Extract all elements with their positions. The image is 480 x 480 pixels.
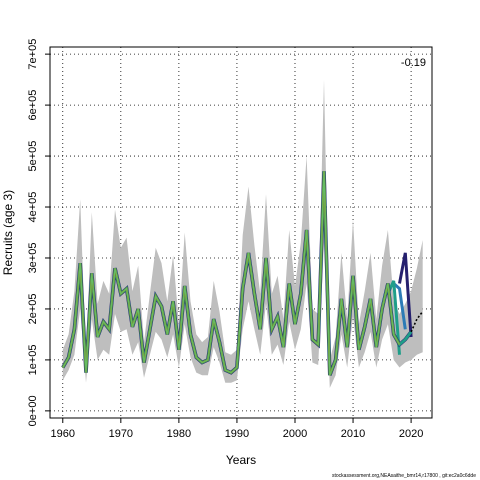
y-tick-label: 6e+05 [27,90,39,121]
x-tick-label: 2020 [399,428,423,440]
series-line-green [62,171,401,376]
y-tick-label: 0e+00 [27,395,39,426]
x-tick-label: 2010 [341,428,365,440]
y-tick-label: 4e+05 [27,192,39,223]
rho-annotation: -0.19 [401,57,426,69]
x-axis: 1960 1970 1980 1990 2000 2010 2020 [51,418,423,440]
series-line-forecast [410,311,424,333]
x-tick-label: 1990 [225,428,249,440]
y-tick-label: 5e+05 [27,141,39,172]
x-tick-label: 1960 [51,428,75,440]
plot-frame [49,46,433,419]
retro-line [392,282,407,330]
x-tick-label: 2000 [283,428,307,440]
x-tick-label: 1980 [167,428,191,440]
retro-line [398,252,413,338]
y-axis: 0e+00 1e+05 2e+05 3e+05 4e+05 5e+05 6e+05 7e+05 [27,39,50,426]
footer-note: stockassessment.org,NEAsaithe_bmr14,r178… [332,473,476,479]
y-tick-label: 2e+05 [27,293,39,324]
x-tick-label: 1970 [109,428,133,440]
y-axis-label: Recruits (age 3) [1,190,15,275]
y-tick-label: 1e+05 [27,344,39,375]
y-tick-label: 3e+05 [27,243,39,274]
x-axis-label: Years [226,453,256,467]
y-tick-label: 7e+05 [27,39,39,70]
series-lines [61,171,424,376]
